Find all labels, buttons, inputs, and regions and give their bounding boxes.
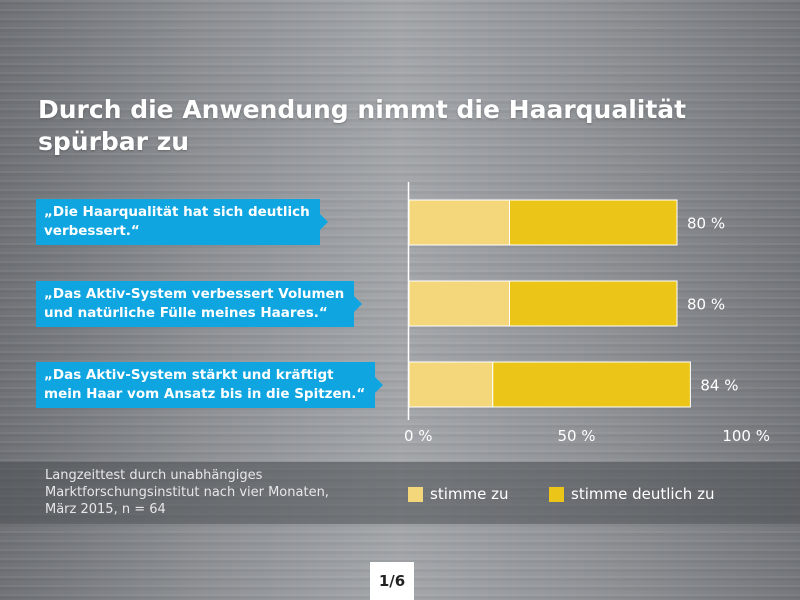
x-tick-label: 100 % — [722, 427, 770, 445]
bar-segment-agree — [408, 280, 510, 327]
legend-item-strongly-agree: stimme deutlich zu — [549, 484, 714, 504]
bar-chart: 80 % 80 % 84 % 0 % 50 % 100 % — [404, 199, 770, 445]
statement-label-line: „Das Aktiv-System verbessert Volumen — [44, 286, 345, 302]
bar-segment-strongly-agree — [492, 361, 691, 408]
statement-label-line: verbessert.“ — [44, 223, 140, 239]
bar-segment-agree — [408, 199, 510, 246]
legend-label-agree: stimme zu — [430, 485, 509, 503]
statement-label-3: „Das Aktiv-System stärkt und kräftigt me… — [36, 362, 384, 408]
bar-total-label: 80 % — [687, 215, 725, 233]
page-indicator[interactable]: 1/6 — [370, 562, 414, 600]
statement-label-line: „Die Haarqualität hat sich deutlich — [44, 204, 310, 220]
legend-swatch-strongly-agree — [549, 486, 564, 502]
legend-swatch-agree — [408, 486, 423, 502]
footnote: Langzeittest durch unabhängiges Marktfor… — [45, 467, 375, 518]
statement-label-line: „Das Aktiv-System stärkt und kräftigt — [44, 367, 334, 383]
footnote-line: März 2015, n = 64 — [45, 502, 166, 517]
statement-label-line: mein Haar vom Ansatz bis in die Spitzen.… — [44, 386, 366, 402]
legend-item-agree: stimme zu — [408, 484, 508, 504]
legend-label-strongly-agree: stimme deutlich zu — [571, 485, 715, 503]
bar-segment-strongly-agree — [509, 199, 678, 246]
bar-total-label: 84 % — [700, 377, 738, 395]
statement-label-2: „Das Aktiv-System verbessert Volumen und… — [36, 281, 363, 327]
statement-label-1: „Die Haarqualität hat sich deutlich verb… — [36, 199, 328, 245]
bar-segment-strongly-agree — [509, 280, 678, 327]
x-tick-label: 50 % — [557, 427, 595, 445]
chart-title: Durch die Anwendung nimmt die Haarqualit… — [38, 95, 687, 156]
footnote-line: Langzeittest durch unabhängiges — [45, 468, 263, 483]
bar-segment-agree — [408, 361, 494, 408]
footer-band — [0, 462, 800, 524]
x-tick-label: 0 % — [404, 427, 433, 445]
statement-label-line: und natürliche Fülle meines Haares.“ — [44, 305, 328, 321]
bar-total-label: 80 % — [687, 296, 725, 314]
footnote-line: Marktforschungsinstitut nach vier Monate… — [45, 485, 329, 500]
